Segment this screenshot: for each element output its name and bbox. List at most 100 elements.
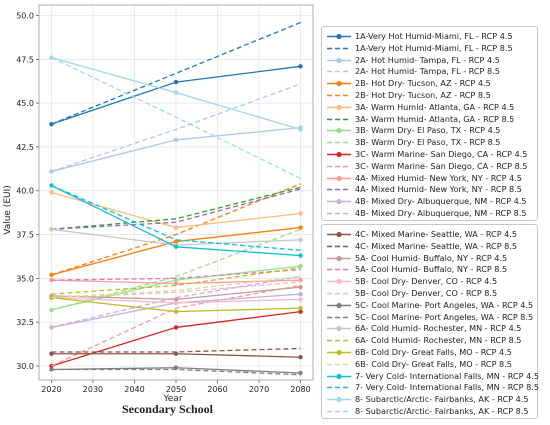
legend-label: 4B- Mixed Dry- Albuquerque, NM - RCP 8.5 <box>355 208 527 218</box>
legend-label: 6B- Cold Dry- Great Falls, MO - RCP 4.5 <box>355 347 512 357</box>
legend-swatch <box>327 363 351 366</box>
data-point <box>298 127 303 132</box>
x-tick-label: 2040 <box>124 385 144 394</box>
legend-item: 7- Very Cold- International Falls, MN - … <box>322 371 539 382</box>
legend-label: 7- Very Cold- International Falls, MN - … <box>355 382 539 393</box>
legend-label: 4C- Mixed Marine- Seattle, WA - RCP 8.5 <box>355 240 518 251</box>
legend-box-top: 1A-Very Hot Humid-Miami, FL - RCP 4.5 1A-… <box>321 26 538 221</box>
series-line <box>51 347 301 353</box>
legend-item: 4A- Mixed Humid- New York, NY - RCP 4.5 <box>322 173 537 184</box>
series-line <box>51 275 301 299</box>
data-point <box>298 263 303 269</box>
legend-swatch <box>327 326 351 332</box>
data-point <box>298 291 303 297</box>
data-point <box>173 351 179 356</box>
y-tick-label: 47.5 <box>16 55 34 64</box>
legend-item: 6B- Cold Dry- Great Falls, MO - RCP 8.5 <box>322 359 537 370</box>
legend-swatch <box>327 81 351 87</box>
legend-swatch <box>327 141 351 144</box>
series-line <box>51 186 301 230</box>
axes-layer: 2020 2030 2040 2050 2060 2070 2080 30.0 32.5 35.0… <box>16 4 314 394</box>
series-line <box>51 284 301 367</box>
grid-lines <box>39 5 313 380</box>
series-18 <box>51 347 301 353</box>
series-1 <box>49 64 303 127</box>
legend-item: 5C- Cool Marine- Port Angeles, WA - RCP … <box>322 300 537 311</box>
series-line <box>51 56 301 180</box>
series-line <box>51 188 301 230</box>
legend-swatch <box>327 189 351 191</box>
legend-swatch <box>327 199 351 205</box>
series-20 <box>51 268 301 281</box>
legend-label: 5C- Cool Marine- Port Angeles, WA - RCP … <box>355 299 534 310</box>
legend-item: 8- Subarctic/Arctic- Fairbanks, AK - RCP… <box>322 406 537 417</box>
legend-swatch <box>327 47 351 50</box>
legend-label: 8- Subarctic/Arctic- Fairbanks, AK - RCP… <box>355 394 529 405</box>
legend-label: 2A- Hot Humid- Tampa, FL - RCP 4.5 <box>355 54 500 65</box>
x-axis-label: Year <box>162 394 182 404</box>
data-point <box>49 351 54 356</box>
legend-item: 4C- Mixed Marine- Seattle, WA - RCP 8.5 <box>322 241 537 252</box>
legend-item: 5B- Cool Dry- Denver, CO - RCP 8.5 <box>322 288 537 299</box>
legend-label: 3B- Warm Dry- El Paso, TX - RCP 4.5 <box>355 125 501 136</box>
legend-box-bottom: 4C- Mixed Marine- Seattle, WA - RCP 4.5 4… <box>321 224 539 419</box>
legend-swatch <box>327 212 351 215</box>
legend-item: 2B- Hot Dry- Tucson, AZ - RCP 4.5 <box>322 78 537 89</box>
data-point <box>173 281 179 286</box>
legend-label: 6A- Cold Humid- Rochester, MN - RCP 8.5 <box>355 335 522 346</box>
legend-item: 4C- Mixed Marine- Seattle, WA - RCP 4.5 <box>322 229 537 240</box>
legend-item: 5A- Cool Humid- Buffalo, NY - RCP 4.5 <box>322 253 537 264</box>
legend-swatch <box>327 231 351 238</box>
data-point <box>173 309 179 314</box>
data-point <box>298 277 303 283</box>
legend-swatch <box>327 316 351 318</box>
legend-label: 6A- Cold Humid- Rochester, MN - RCP 4.5 <box>355 323 522 334</box>
x-tick-label: 2060 <box>207 385 227 394</box>
y-axis-label: Value (EUI) <box>3 185 13 235</box>
series-line <box>51 368 301 376</box>
y-tick-label: 32.5 <box>16 318 34 327</box>
legend-swatch <box>327 269 351 271</box>
y-tick-label: 40.0 <box>16 187 34 196</box>
legend-swatch <box>327 373 351 379</box>
legend-swatch <box>327 71 351 73</box>
y-tick-label: 37.5 <box>16 231 34 240</box>
legend-label: 5A- Cool Humid- Buffalo, NY - RCP 8.5 <box>355 264 508 275</box>
y-tick-label: 50.0 <box>16 12 34 21</box>
legend-swatch <box>327 33 351 40</box>
legend-label: 5C- Cool Marine- Port Angeles, WA - RCP … <box>355 311 534 322</box>
x-tick-label: 2070 <box>249 385 269 394</box>
legend-label: 3A- Warm Humid- Atlanta, GA - RCP 4.5 <box>355 101 515 112</box>
x-tick-label: 2080 <box>290 385 310 394</box>
data-point <box>49 190 54 195</box>
legend-item: 3A- Warm Humid- Atlanta, GA - RCP 4.5 <box>322 102 537 113</box>
legend-swatch <box>327 339 351 342</box>
legend-swatch <box>327 255 351 261</box>
legend-swatch <box>327 128 351 134</box>
data-point <box>173 225 179 230</box>
data-point <box>173 79 179 85</box>
x-tick-label: 2020 <box>41 385 61 394</box>
plot-frame <box>38 4 314 381</box>
legend-label: 4A- Mixed Humid- New York, NY - RCP 8.5 <box>355 184 522 195</box>
legend-item: 7- Very Cold- International Falls, MN - … <box>322 382 539 393</box>
series-8 <box>51 186 301 230</box>
legend-swatch <box>327 165 351 168</box>
legend-swatch <box>327 279 351 285</box>
legend-swatch <box>327 397 351 403</box>
legend-item: 6A- Cold Humid- Rochester, MN - RCP 8.5 <box>322 335 537 346</box>
data-point <box>173 244 179 250</box>
legend-swatch <box>327 292 351 295</box>
series-5 <box>49 225 303 278</box>
data-point <box>298 211 303 216</box>
legend-label: 1A-Very Hot Humid-Miami, FL - RCP 4.5 <box>355 31 513 41</box>
legend-swatch <box>327 104 351 110</box>
y-tick-label: 45.0 <box>16 99 34 108</box>
legend-label: 2B- Hot Dry- Tucson, AZ - RCP 8.5 <box>355 90 491 100</box>
legend-label: 5B- Cool Dry- Denver, CO - RCP 4.5 <box>355 276 498 287</box>
data-point <box>173 300 179 306</box>
data-point <box>298 355 303 360</box>
series-30 <box>51 184 301 251</box>
series-line <box>51 268 301 281</box>
legend-item: 5C- Cool Marine- Port Angeles, WA - RCP … <box>322 312 537 323</box>
